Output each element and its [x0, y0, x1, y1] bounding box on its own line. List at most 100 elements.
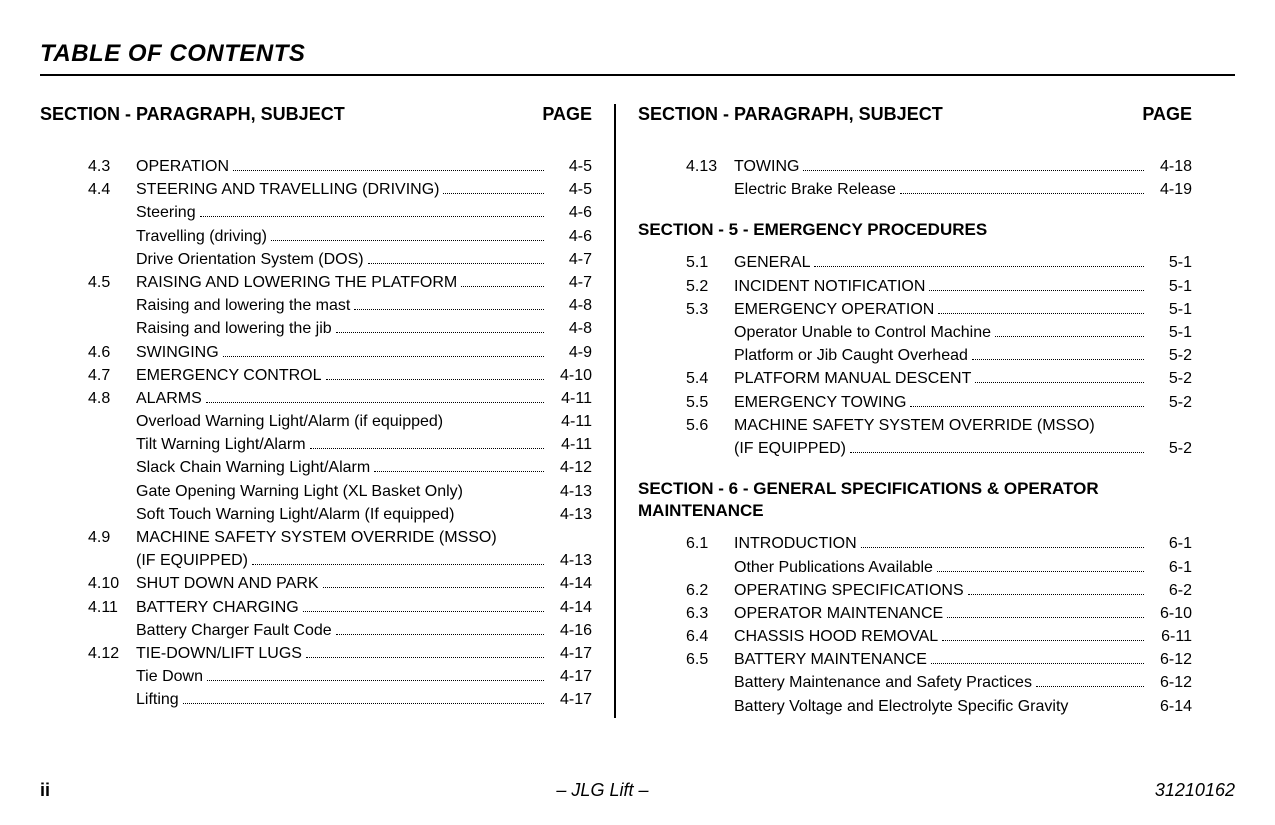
toc-entry: 4.12TIE-DOWN/LIFT LUGS 4-17: [40, 642, 592, 665]
footer-doc-number: 31210162: [1155, 780, 1235, 801]
toc-entry-page: 6-1: [1148, 556, 1192, 579]
toc-entry-number: 4.12: [88, 642, 136, 665]
toc-leader-dots: [942, 640, 1144, 641]
toc-entry-page: 4-16: [548, 619, 592, 642]
toc-entry: Platform or Jib Caught Overhead5-2: [638, 344, 1192, 367]
toc-entry-number: 6.2: [686, 579, 734, 602]
toc-leader-dots: [326, 379, 544, 380]
toc-entry-label: STEERING AND TRAVELLING (DRIVING): [136, 178, 439, 201]
toc-leader-dots: [861, 547, 1144, 548]
footer-center: – JLG Lift –: [556, 780, 648, 801]
column-header-left: SECTION - PARAGRAPH, SUBJECT: [638, 104, 943, 125]
toc-entry-label: INTRODUCTION: [734, 532, 857, 555]
toc-entry-page: 4-8: [548, 294, 592, 317]
toc-entry: Electric Brake Release 4-19: [638, 178, 1192, 201]
toc-entry-page: 4-13: [548, 480, 592, 503]
toc-entry: Operator Unable to Control Machine5-1: [638, 321, 1192, 344]
toc-entry-number: 4.7: [88, 364, 136, 387]
toc-leader-dots: [937, 571, 1144, 572]
toc-entry-label: ALARMS: [136, 387, 202, 410]
column-header-right: PAGE: [542, 104, 592, 125]
toc-entry: 4.10SHUT DOWN AND PARK4-14: [40, 572, 592, 595]
toc-entry-page: 6-10: [1148, 602, 1192, 625]
toc-leader-dots: [1036, 686, 1144, 687]
toc-entry-page: 6-11: [1148, 625, 1192, 648]
toc-leader-dots: [900, 193, 1144, 194]
toc-entry-page: 5-1: [1148, 298, 1192, 321]
toc-leader-dots: [306, 657, 544, 658]
toc-leader-dots: [972, 359, 1144, 360]
toc-leader-dots: [303, 611, 544, 612]
toc-leader-dots: [931, 663, 1144, 664]
toc-entry: (IF EQUIPPED) 4-13: [40, 549, 592, 572]
toc-entry-page: 6-1: [1148, 532, 1192, 555]
toc-entry-number: 5.6: [686, 414, 734, 437]
toc-entry-label: EMERGENCY CONTROL: [136, 364, 322, 387]
toc-right-groups: 4.13TOWING4-18Electric Brake Release4-19…: [638, 155, 1192, 718]
page-footer: ii – JLG Lift – 31210162: [40, 780, 1235, 801]
toc-leader-dots: [183, 703, 544, 704]
toc-entry: 4.11BATTERY CHARGING4-14: [40, 596, 592, 619]
toc-leader-dots: [252, 564, 544, 565]
toc-entry-page: 4-17: [548, 665, 592, 688]
toc-entry-page: 6-14: [1148, 695, 1192, 718]
toc-entry: 5.3EMERGENCY OPERATION 5-1: [638, 298, 1192, 321]
toc-entry-page: 4-13: [548, 549, 592, 572]
toc-leader-dots: [200, 216, 544, 217]
toc-entry: Soft Touch Warning Light/Alarm (If equip…: [40, 503, 592, 526]
toc-entry: Overload Warning Light/Alarm (if equippe…: [40, 410, 592, 433]
toc-entry-label: Soft Touch Warning Light/Alarm (If equip…: [136, 503, 454, 526]
toc-entry: Gate Opening Warning Light (XL Basket On…: [40, 480, 592, 503]
toc-entry: 5.4PLATFORM MANUAL DESCENT 5-2: [638, 367, 1192, 390]
toc-entry-page: 4-8: [548, 317, 592, 340]
toc-entry-label: MACHINE SAFETY SYSTEM OVERRIDE (MSSO): [734, 414, 1095, 437]
toc-entry-page: 5-2: [1148, 367, 1192, 390]
toc-entry: 4.7EMERGENCY CONTROL4-10: [40, 364, 592, 387]
toc-entry-label: (IF EQUIPPED): [136, 549, 248, 572]
toc-entry-page: 6-12: [1148, 648, 1192, 671]
toc-entry-label: RAISING AND LOWERING THE PLATFORM: [136, 271, 457, 294]
toc-entry-page: 5-1: [1148, 321, 1192, 344]
toc-entry-number: 6.4: [686, 625, 734, 648]
toc-entry: 6.5BATTERY MAINTENANCE6-12: [638, 648, 1192, 671]
toc-leader-dots: [206, 402, 544, 403]
toc-entry-page: 5-2: [1148, 344, 1192, 367]
toc-entry-number: 4.13: [686, 155, 734, 178]
toc-leader-dots: [336, 332, 544, 333]
toc-entry-label: EMERGENCY OPERATION: [734, 298, 934, 321]
toc-entry-page: 4-7: [548, 271, 592, 294]
toc-entry-number: 5.4: [686, 367, 734, 390]
toc-entry-label: Slack Chain Warning Light/Alarm: [136, 456, 370, 479]
toc-leader-dots: [207, 680, 544, 681]
toc-entry: 6.1INTRODUCTION 6-1: [638, 532, 1192, 555]
toc-entry: Battery Voltage and Electrolyte Specific…: [638, 695, 1192, 718]
toc-entry-page: 4-19: [1148, 178, 1192, 201]
toc-entry-label: EMERGENCY TOWING: [734, 391, 906, 414]
toc-entry: (IF EQUIPPED)5-2: [638, 437, 1192, 460]
toc-leader-dots: [929, 290, 1144, 291]
toc-entry-number: 6.1: [686, 532, 734, 555]
toc-entry-label: TIE-DOWN/LIFT LUGS: [136, 642, 302, 665]
toc-entry-label: Electric Brake Release: [734, 178, 896, 201]
toc-entry-label: Other Publications Available: [734, 556, 933, 579]
toc-entry-number: 4.3: [88, 155, 136, 178]
toc-entry-label: BATTERY MAINTENANCE: [734, 648, 927, 671]
toc-entry-page: 5-1: [1148, 275, 1192, 298]
toc-entry-page: 4-17: [548, 642, 592, 665]
toc-entry-number: 6.3: [686, 602, 734, 625]
toc-entry-label: CHASSIS HOOD REMOVAL: [734, 625, 938, 648]
toc-entry-number: 5.3: [686, 298, 734, 321]
toc-leader-dots: [368, 263, 544, 264]
toc-entry: Steering4-6: [40, 201, 592, 224]
toc-leader-dots: [461, 286, 544, 287]
toc-entry-label: Battery Charger Fault Code: [136, 619, 332, 642]
toc-entry-label: Travelling (driving): [136, 225, 267, 248]
toc-entry-label: PLATFORM MANUAL DESCENT: [734, 367, 971, 390]
toc-entry-number: 4.8: [88, 387, 136, 410]
toc-entry-label: (IF EQUIPPED): [734, 437, 846, 460]
toc-entry: Drive Orientation System (DOS)4-7: [40, 248, 592, 271]
toc-entry: 6.3OPERATOR MAINTENANCE6-10: [638, 602, 1192, 625]
column-header-row: SECTION - PARAGRAPH, SUBJECT PAGE: [40, 104, 592, 125]
toc-entry-number: 4.4: [88, 178, 136, 201]
toc-entry: 4.9MACHINE SAFETY SYSTEM OVERRIDE (MSSO): [40, 526, 592, 549]
